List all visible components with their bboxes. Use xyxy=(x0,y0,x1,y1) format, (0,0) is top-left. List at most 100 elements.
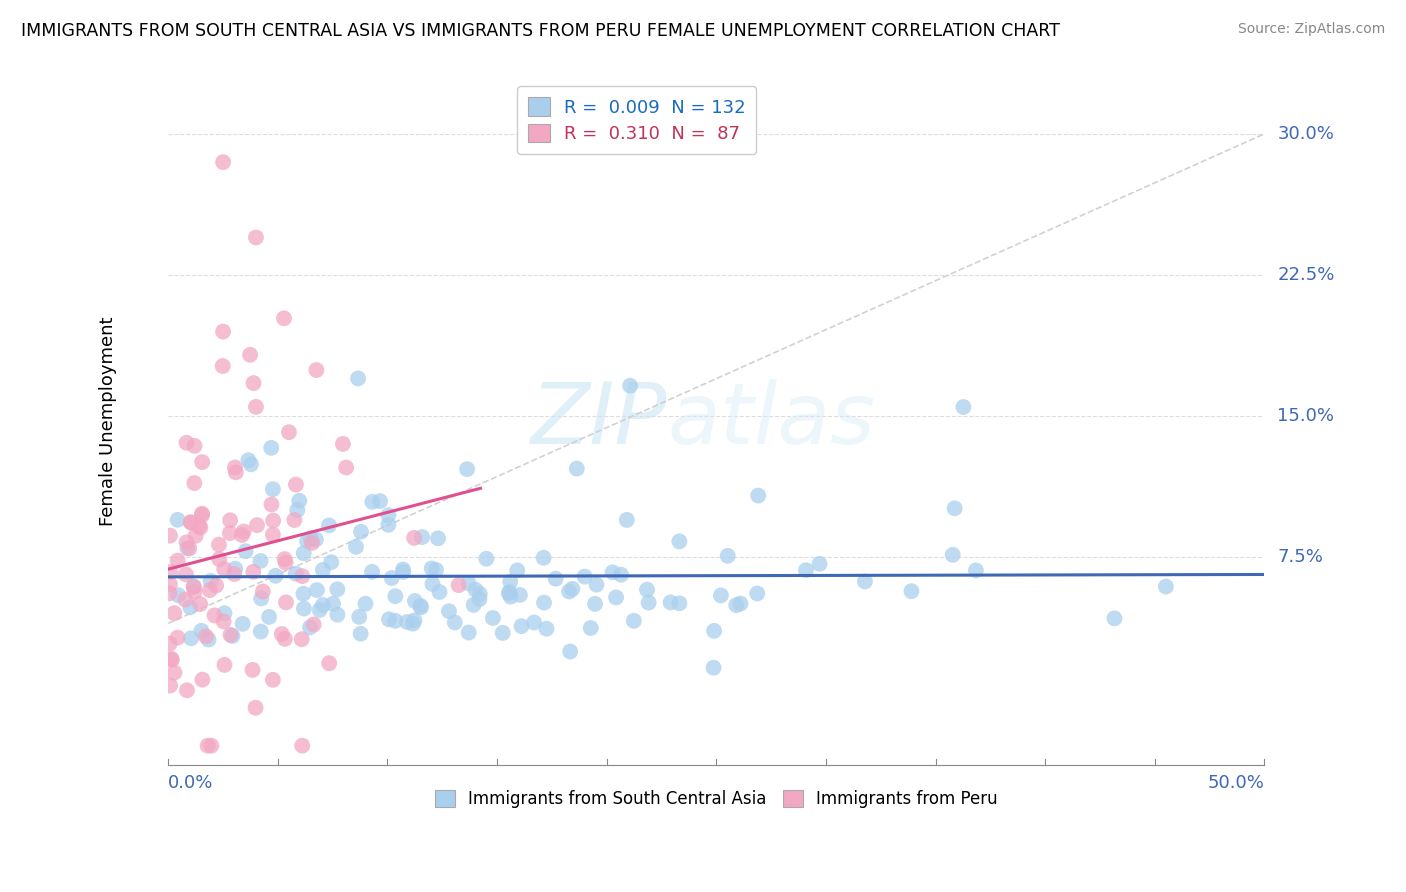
Point xyxy=(853,574,876,589)
Point xyxy=(506,563,529,577)
Point xyxy=(179,600,201,615)
Point xyxy=(717,549,740,563)
Point xyxy=(292,601,315,615)
Point xyxy=(392,562,415,576)
Point xyxy=(249,554,271,568)
Point xyxy=(411,530,433,544)
Legend: Immigrants from South Central Asia, Immigrants from Peru: Immigrants from South Central Asia, Immi… xyxy=(427,783,1005,814)
Point xyxy=(232,616,254,631)
Point xyxy=(188,597,211,611)
Point xyxy=(900,584,922,599)
Point xyxy=(159,586,181,600)
Point xyxy=(350,524,373,539)
Point xyxy=(262,514,284,528)
Point xyxy=(636,582,658,597)
Point xyxy=(191,508,214,522)
Point xyxy=(180,515,202,529)
Point xyxy=(221,629,243,643)
Point xyxy=(602,566,624,580)
Point xyxy=(402,616,425,631)
Point xyxy=(284,477,307,491)
Point xyxy=(523,615,546,630)
Point xyxy=(623,614,645,628)
Point xyxy=(305,363,328,377)
Point xyxy=(344,540,367,554)
Point xyxy=(239,348,262,362)
Point xyxy=(208,552,231,566)
Point xyxy=(179,541,201,556)
Point xyxy=(943,501,966,516)
Text: 30.0%: 30.0% xyxy=(1278,125,1334,143)
Point xyxy=(274,595,297,609)
Point xyxy=(204,608,226,623)
Point xyxy=(321,555,343,569)
Point xyxy=(176,535,198,549)
Point xyxy=(180,516,202,530)
Point xyxy=(291,632,314,647)
Point xyxy=(347,610,370,624)
Point xyxy=(183,580,205,594)
Point xyxy=(212,325,235,339)
Point xyxy=(574,569,596,583)
Point xyxy=(270,627,292,641)
Point xyxy=(214,606,236,620)
Point xyxy=(285,503,308,517)
Point xyxy=(212,562,235,576)
Point xyxy=(184,529,207,543)
Point xyxy=(198,583,221,598)
Point xyxy=(498,585,520,599)
Point xyxy=(299,532,322,546)
Point xyxy=(191,673,214,687)
Text: 22.5%: 22.5% xyxy=(1278,266,1334,284)
Point xyxy=(326,582,349,597)
Point xyxy=(533,550,555,565)
Point xyxy=(211,359,233,373)
Point xyxy=(159,636,181,650)
Text: 7.5%: 7.5% xyxy=(1278,549,1323,566)
Point xyxy=(264,568,287,582)
Point xyxy=(457,625,479,640)
Point xyxy=(249,624,271,639)
Point xyxy=(544,572,567,586)
Text: IMMIGRANTS FROM SOUTH CENTRAL ASIA VS IMMIGRANTS FROM PERU FEMALE UNEMPLOYMENT C: IMMIGRANTS FROM SOUTH CENTRAL ASIA VS IM… xyxy=(21,22,1060,40)
Point xyxy=(212,155,235,169)
Point xyxy=(191,455,214,469)
Point xyxy=(260,498,283,512)
Point xyxy=(163,606,186,620)
Point xyxy=(361,565,384,579)
Point xyxy=(166,553,188,567)
Point xyxy=(260,441,283,455)
Point xyxy=(335,460,357,475)
Point xyxy=(747,586,769,600)
Point xyxy=(616,513,638,527)
Point xyxy=(197,739,219,753)
Point xyxy=(561,582,583,596)
Point xyxy=(377,517,399,532)
Point xyxy=(463,598,485,612)
Point xyxy=(174,592,197,607)
Text: atlas: atlas xyxy=(666,379,875,462)
Point xyxy=(232,524,254,539)
Point xyxy=(252,584,274,599)
Point xyxy=(475,551,498,566)
Point xyxy=(163,665,186,680)
Point xyxy=(361,495,384,509)
Point xyxy=(245,700,267,714)
Point xyxy=(291,739,314,753)
Point xyxy=(190,521,212,535)
Point xyxy=(224,566,246,581)
Point xyxy=(240,458,263,472)
Point xyxy=(200,739,222,753)
Point xyxy=(180,632,202,646)
Point xyxy=(235,544,257,558)
Point xyxy=(747,489,769,503)
Point xyxy=(499,590,522,604)
Point xyxy=(668,596,690,610)
Point xyxy=(312,563,335,577)
Point xyxy=(191,507,214,521)
Point xyxy=(176,435,198,450)
Point xyxy=(952,400,974,414)
Point xyxy=(183,584,205,599)
Point xyxy=(312,598,335,612)
Point xyxy=(560,644,582,658)
